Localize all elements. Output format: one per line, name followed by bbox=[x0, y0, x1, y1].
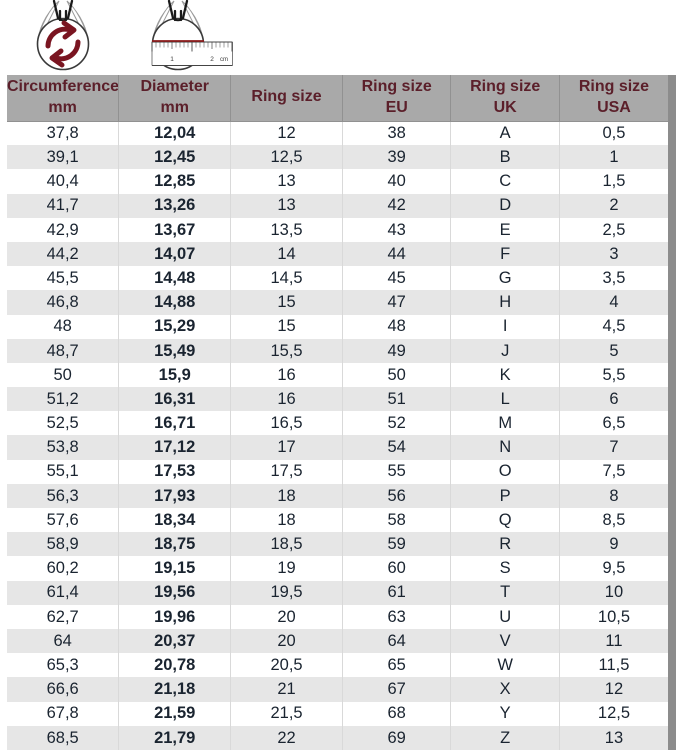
svg-text:1: 1 bbox=[170, 56, 174, 63]
svg-text:cm: cm bbox=[220, 57, 228, 63]
svg-text:2: 2 bbox=[210, 56, 214, 63]
